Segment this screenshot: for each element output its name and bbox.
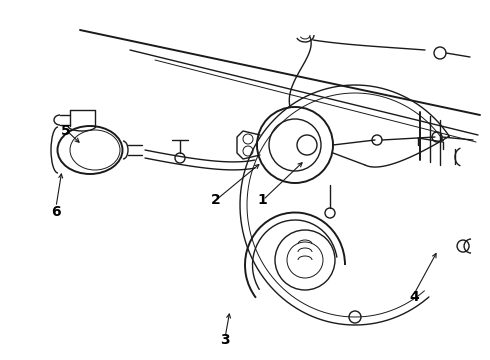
Text: 4: 4 [409, 290, 419, 304]
Text: 1: 1 [257, 193, 267, 207]
Text: 3: 3 [220, 333, 230, 347]
Text: 6: 6 [51, 206, 61, 219]
Text: 2: 2 [211, 193, 220, 207]
Text: 5: 5 [61, 125, 71, 138]
